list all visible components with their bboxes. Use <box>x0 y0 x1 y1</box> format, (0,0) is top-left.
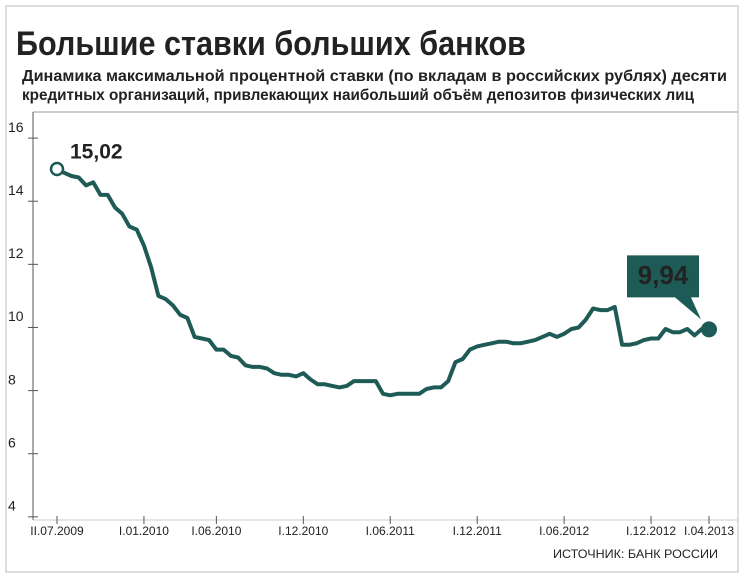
chart-title: Большие ставки больших банков <box>16 25 526 63</box>
frame <box>5 5 739 573</box>
y-tick-label: 6 <box>8 434 16 450</box>
y-tick-label: 16 <box>8 119 24 135</box>
y-tick-label: 12 <box>8 245 24 261</box>
y-tick-label: 4 <box>8 498 16 514</box>
x-tick-label: I.12.2011 <box>453 524 502 538</box>
value-label: 9,94 <box>638 260 689 290</box>
value-label: 15,02 <box>70 141 123 164</box>
x-tick-label: I.04.2013 <box>684 524 734 538</box>
y-tick-label: 8 <box>8 371 16 387</box>
subtitle: Динамика максимальной процентной ставки … <box>22 68 727 85</box>
callout <box>627 255 701 320</box>
x-tick-label: I.12.2010 <box>278 524 328 538</box>
x-tick-label: I.06.2012 <box>539 524 589 538</box>
y-tick-label: 10 <box>8 308 24 324</box>
y-tick-label: 14 <box>8 182 24 198</box>
x-tick-label: I.12.2012 <box>626 524 676 538</box>
x-tick-label: I.06.2010 <box>191 524 241 538</box>
end-marker <box>701 321 717 338</box>
source: ИСТОЧНИК: БАНК РОССИИ <box>553 547 718 561</box>
line <box>56 167 710 398</box>
x-tick-label: I.06.2011 <box>366 524 415 538</box>
x-tick-label: I.01.2010 <box>119 524 169 538</box>
start-marker <box>49 161 65 177</box>
x-tick-label: II.07.2009 <box>30 524 84 538</box>
subtitle: кредитных организаций, привлекающих наиб… <box>22 87 694 104</box>
